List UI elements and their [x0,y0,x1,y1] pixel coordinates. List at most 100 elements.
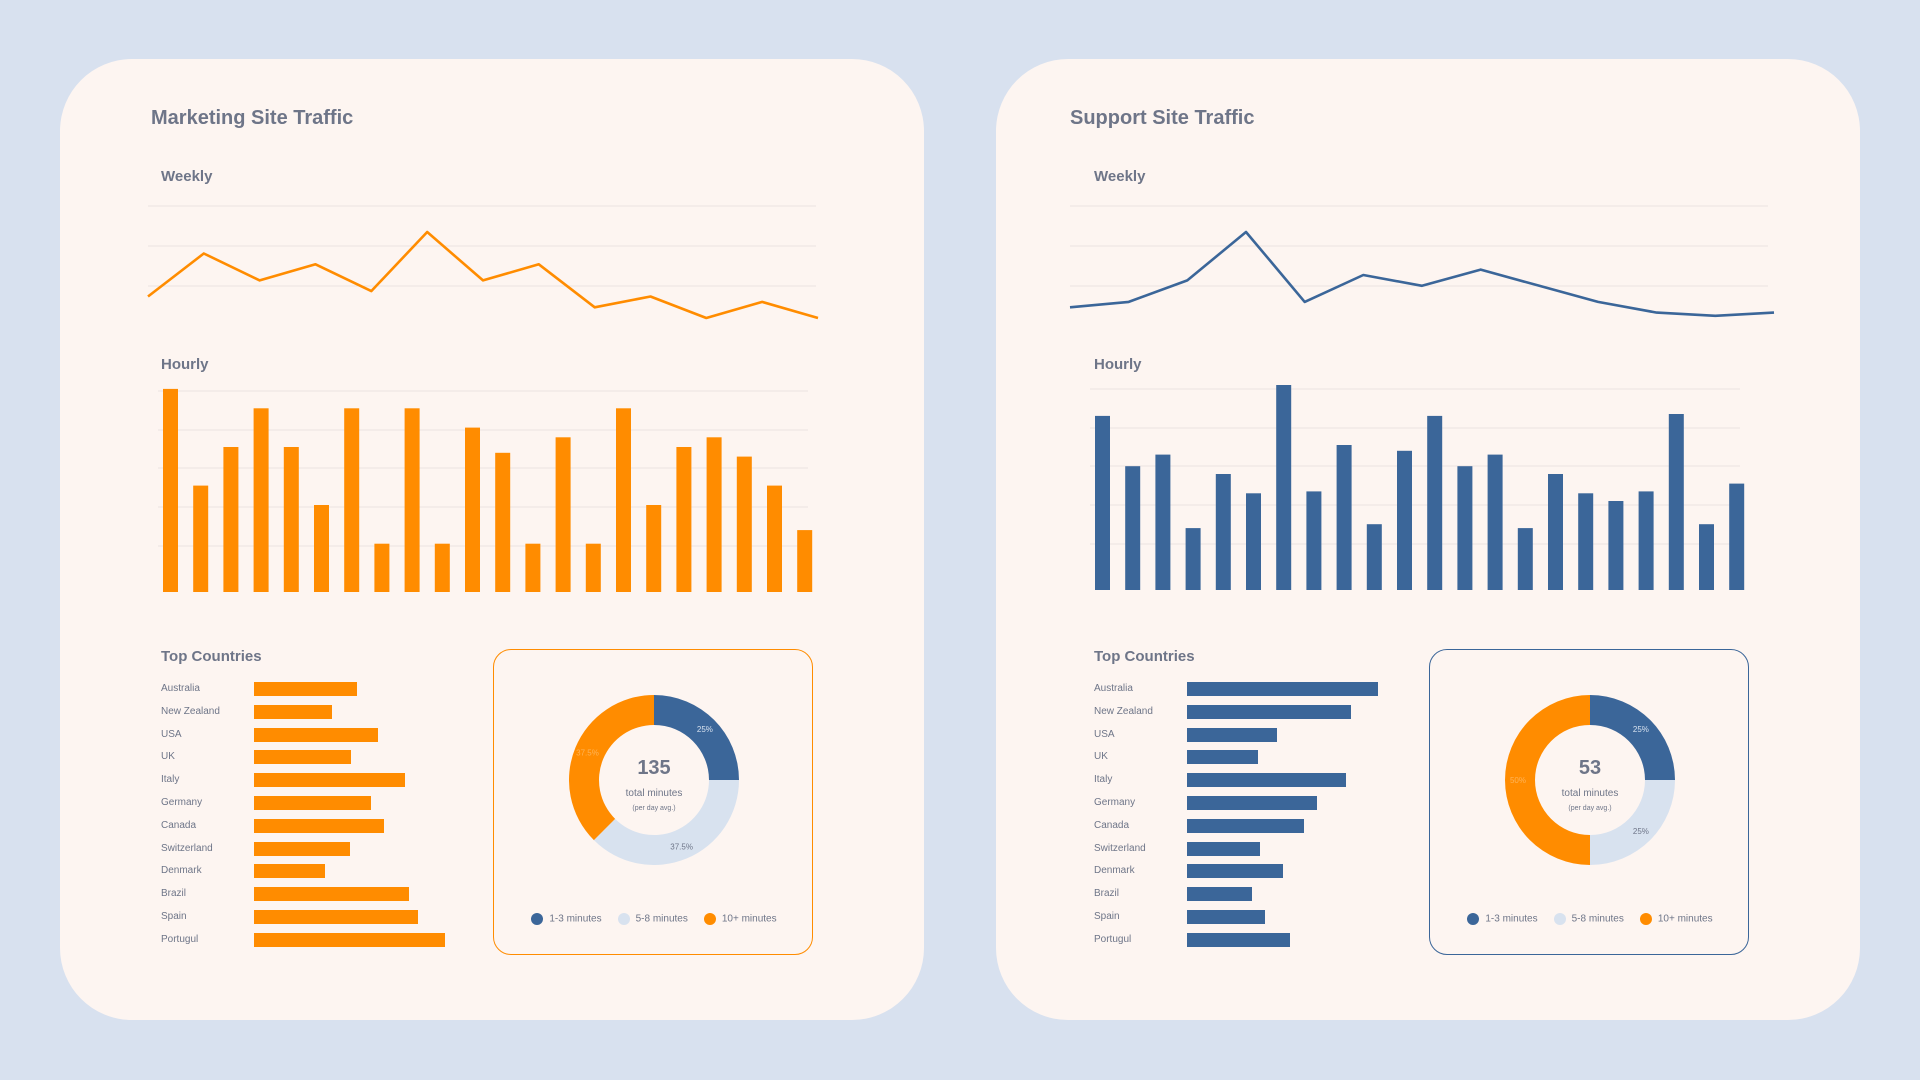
donut-segment [1505,695,1590,865]
legend-item: 5-8 minutes [1553,913,1624,925]
donut-legend: 1-3 minutes 5-8 minutes 10+ minutes [494,913,814,925]
hourly-bar [223,447,239,592]
country-bar [254,887,409,902]
country-label: Australia [161,683,200,694]
country-bar [254,864,325,879]
country-label: Denmark [1094,865,1135,877]
donut-total: 135 [637,757,671,779]
panel-title: Support Site Traffic [1070,107,1255,129]
legend-swatch [1467,913,1480,925]
country-bar [254,910,419,924]
country-bar [1187,796,1317,810]
donut-total: 53 [1578,757,1602,779]
country-bar [1187,682,1378,696]
weekly-line-chart [147,205,819,320]
hourly-bar [1276,385,1292,590]
hourly-bar [1729,483,1745,590]
country-row: Italy [161,773,481,789]
legend-item: 10+ minutes [703,913,777,925]
country-bar [254,750,352,765]
hourly-bar [736,456,752,592]
country-bar [1187,727,1277,742]
country-bar [254,773,405,788]
country-row: UK [161,750,481,766]
hourly-bar [1578,493,1594,590]
weekly-title: Weekly [1094,168,1146,185]
hourly-bar [525,543,541,592]
country-row: Switzerland [1094,841,1414,858]
donut-segment [1590,780,1675,865]
country-label: Germany [161,797,203,808]
donut-segment-label: 37.5% [576,748,599,757]
hourly-bar [434,543,450,592]
hourly-bar [1548,474,1563,590]
panel-title: Marketing Site Traffic [151,107,354,129]
country-label: Canada [161,819,197,831]
donut-segment [654,695,739,780]
support-panel: Support Site Traffic Weekly Hourly Top C… [996,59,1860,1020]
hourly-bar [1246,493,1261,590]
country-bar [1187,910,1266,924]
hourly-bar [646,505,662,592]
country-bar [254,932,445,947]
country-row: Canada [161,818,481,835]
country-label: USA [161,728,182,740]
legend-item: 5-8 minutes [617,913,688,925]
hourly-bar [1306,491,1322,590]
country-bar [1187,841,1260,856]
country-row: Portugul [1094,932,1414,949]
donut-segment [593,780,739,865]
donut-subtitle: total minutes [1561,788,1619,799]
hourly-bar [797,530,813,592]
country-label: Germany [1094,797,1136,808]
legend-swatch [617,913,630,925]
hourly-bar [1155,454,1171,590]
legend-swatch [531,913,544,925]
country-label: Brazil [1094,888,1120,900]
donut-segment-label: 37.5% [670,843,693,852]
weekly-series-line [147,230,819,320]
country-label: UK [161,751,175,763]
legend-label: 1-3 minutes [549,913,602,925]
country-label: Italy [1094,774,1113,786]
donut-legend: 1-3 minutes 5-8 minutes 10+ minutes [1430,913,1750,925]
legend-label: 5-8 minutes [635,913,688,925]
country-row: Switzerland [161,841,481,858]
hourly-bar [1336,445,1352,590]
country-bar [1187,932,1291,947]
country-label: Canada [1094,819,1130,831]
hourly-bar [1699,524,1714,590]
hourly-bar [616,408,631,592]
hourly-bar [1366,524,1382,590]
hourly-bar [374,543,390,592]
hourly-bar [163,388,178,592]
hourly-bar [283,447,299,592]
hourly-bar [495,452,511,592]
country-row: New Zealand [161,704,481,721]
country-label: UK [1094,751,1108,763]
hourly-bar [1125,466,1141,590]
donut-segment [569,695,654,841]
country-row: Germany [161,796,481,812]
hourly-title: Hourly [1094,356,1142,373]
hourly-bar [1185,528,1201,590]
country-bar [254,727,379,742]
country-label: Italy [161,774,180,786]
legend-swatch [1553,913,1566,925]
hourly-bar [1457,466,1473,590]
legend-label: 1-3 minutes [1485,913,1538,925]
country-bar [1187,750,1258,765]
hourly-bar [1427,415,1443,590]
country-row: Australia [1094,682,1414,698]
country-row: Denmark [161,864,481,880]
hourly-bar [1668,414,1684,590]
hourly-bar [676,447,692,592]
country-row: Brazil [161,887,481,903]
legend-item: 1-3 minutes [531,913,602,925]
legend-swatch [1639,913,1652,925]
donut-segment [1590,695,1675,780]
donut-segment-label: 25% [697,725,713,734]
country-row: Italy [1094,773,1414,789]
country-label: Switzerland [161,842,213,854]
hourly-bar [404,408,420,592]
